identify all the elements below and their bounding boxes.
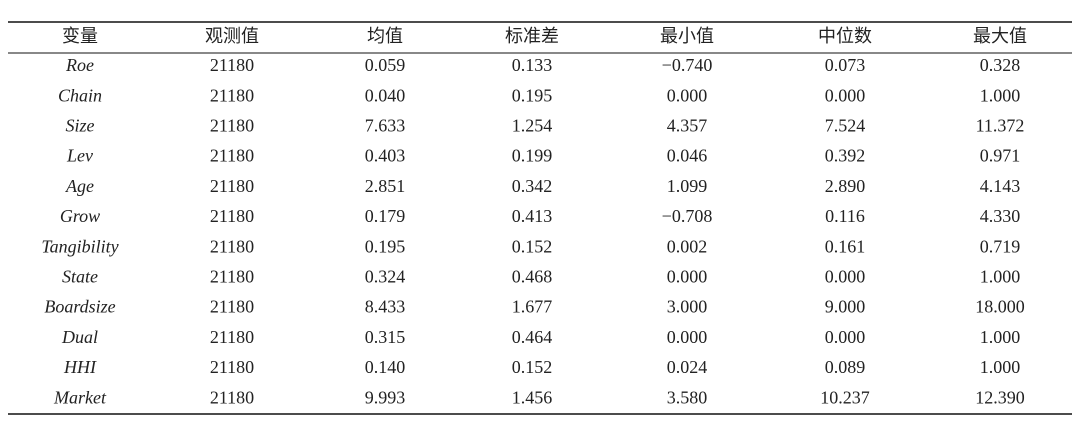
cell: 9.000 xyxy=(825,297,866,317)
cell: 0.179 xyxy=(365,206,406,226)
cell: 12.390 xyxy=(975,387,1025,407)
variable-name: Age xyxy=(65,176,94,196)
cell: 7.633 xyxy=(365,116,406,136)
cell: 1.000 xyxy=(980,85,1021,105)
cell: 11.372 xyxy=(976,116,1025,136)
cell: 1.254 xyxy=(512,116,553,136)
variable-name: State xyxy=(62,267,98,287)
cell: 1.000 xyxy=(980,327,1021,347)
header-cell: 观测值 xyxy=(205,26,259,46)
cell: 0.024 xyxy=(667,357,708,377)
cell: 0.133 xyxy=(512,55,553,75)
cell: 21180 xyxy=(210,297,254,317)
cell: 4.330 xyxy=(980,206,1021,226)
cell: 0.000 xyxy=(825,85,866,105)
cell: 21180 xyxy=(210,55,254,75)
header-cell: 中位数 xyxy=(818,26,872,46)
header-cell: 最小值 xyxy=(660,26,714,46)
cell: 9.993 xyxy=(365,387,406,407)
cell: 0.000 xyxy=(667,327,708,347)
cell: 1.000 xyxy=(980,357,1021,377)
cell: 0.342 xyxy=(512,176,553,196)
cell: 0.152 xyxy=(512,357,553,377)
variable-name: HHI xyxy=(63,357,97,377)
cell: 2.890 xyxy=(825,176,866,196)
cell: 0.000 xyxy=(667,267,708,287)
cell: 21180 xyxy=(210,387,254,407)
cell: 4.143 xyxy=(980,176,1021,196)
header-cell: 变量 xyxy=(62,26,98,46)
cell: 0.464 xyxy=(512,327,553,347)
variable-name: Size xyxy=(66,116,95,136)
cell: 0.140 xyxy=(365,357,406,377)
cell: 0.116 xyxy=(825,206,865,226)
cell: 1.000 xyxy=(980,267,1021,287)
cell: 8.433 xyxy=(365,297,406,317)
cell: 0.403 xyxy=(365,146,406,166)
cell: −0.708 xyxy=(662,206,713,226)
cell: 21180 xyxy=(210,85,254,105)
cell: 21180 xyxy=(210,357,254,377)
cell: 0.328 xyxy=(980,55,1021,75)
cell: 0.073 xyxy=(825,55,866,75)
variable-name: Dual xyxy=(61,327,98,347)
cell: 0.413 xyxy=(512,206,553,226)
variable-name: Lev xyxy=(66,146,93,166)
variable-name: Tangibility xyxy=(41,236,118,256)
cell: 18.000 xyxy=(975,297,1025,317)
cell: 0.315 xyxy=(365,327,406,347)
cell: 3.580 xyxy=(667,387,708,407)
variable-name: Grow xyxy=(60,206,100,226)
cell: 3.000 xyxy=(667,297,708,317)
cell: 0.324 xyxy=(365,267,406,287)
variable-name: Boardsize xyxy=(44,297,115,317)
cell: 1.677 xyxy=(512,297,553,317)
cell: 4.357 xyxy=(667,116,708,136)
cell: 21180 xyxy=(210,146,254,166)
cell: 0.392 xyxy=(825,146,866,166)
cell: −0.740 xyxy=(662,55,713,75)
cell: 0.161 xyxy=(825,236,866,256)
cell: 0.152 xyxy=(512,236,553,256)
cell: 2.851 xyxy=(365,176,406,196)
cell: 0.059 xyxy=(365,55,406,75)
cell: 0.195 xyxy=(512,85,553,105)
cell: 0.002 xyxy=(667,236,708,256)
cell: 21180 xyxy=(210,206,254,226)
cell: 0.971 xyxy=(980,146,1021,166)
cell: 10.237 xyxy=(820,387,870,407)
cell: 0.195 xyxy=(365,236,406,256)
variable-name: Roe xyxy=(65,55,94,75)
cell: 0.468 xyxy=(512,267,553,287)
cell: 21180 xyxy=(210,176,254,196)
variable-name: Chain xyxy=(58,85,102,105)
variable-name: Market xyxy=(53,387,107,407)
header-cell: 最大值 xyxy=(973,26,1027,46)
cell: 0.199 xyxy=(512,146,553,166)
cell: 21180 xyxy=(210,116,254,136)
cell: 0.000 xyxy=(667,85,708,105)
cell: 1.099 xyxy=(667,176,708,196)
cell: 0.046 xyxy=(667,146,708,166)
cell: 0.089 xyxy=(825,357,866,377)
cell: 0.719 xyxy=(980,236,1021,256)
cell: 0.000 xyxy=(825,267,866,287)
cell: 7.524 xyxy=(825,116,866,136)
cell: 21180 xyxy=(210,236,254,256)
cell: 0.040 xyxy=(365,85,406,105)
cell: 0.000 xyxy=(825,327,866,347)
cell: 21180 xyxy=(210,267,254,287)
header-cell: 均值 xyxy=(367,26,403,46)
cell: 1.456 xyxy=(512,387,553,407)
cell: 21180 xyxy=(210,327,254,347)
header-cell: 标准差 xyxy=(505,26,559,46)
